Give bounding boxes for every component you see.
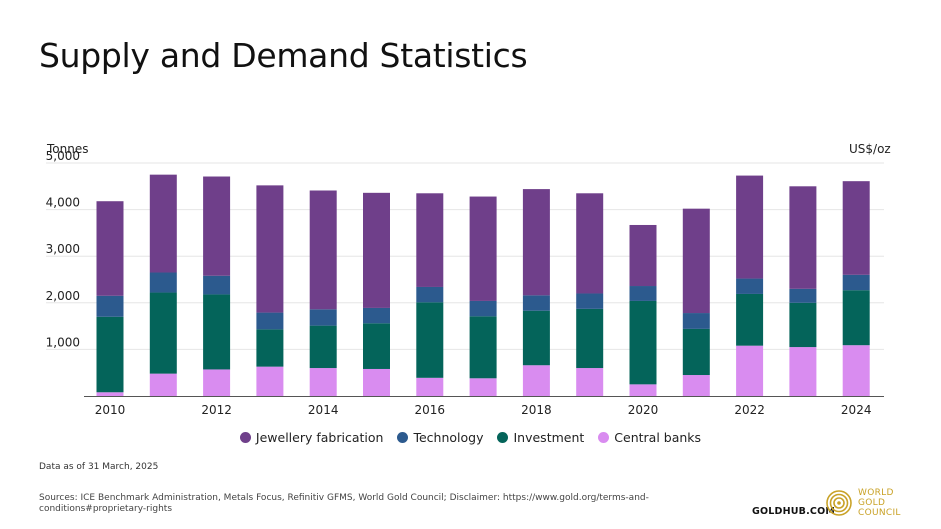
x-tick-label: 2020	[628, 403, 659, 417]
x-tick-label: 2018	[521, 403, 552, 417]
bar-segment	[96, 295, 124, 317]
bar-segment	[256, 366, 284, 396]
bar-segment	[842, 290, 870, 346]
bar-segment	[149, 272, 177, 293]
left-axis-label: Tonnes	[47, 142, 89, 156]
bar-segment	[736, 278, 764, 294]
bar-segment	[469, 300, 497, 317]
legend-label: Investment	[513, 430, 585, 445]
bar-segment	[256, 185, 284, 313]
chart-legend: Jewellery fabrication Technology Investmen…	[0, 430, 941, 445]
bar-segment	[309, 368, 337, 396]
bar-segment	[416, 377, 444, 396]
bar-segment	[576, 308, 604, 369]
bar-segment	[96, 392, 124, 396]
bar-segment	[256, 329, 284, 367]
bar-segment	[789, 347, 817, 396]
bar-segment	[736, 345, 764, 396]
bar-segment	[469, 316, 497, 379]
bar-segment	[203, 176, 231, 276]
goldhub-link[interactable]: GOLDHUB.COM	[752, 506, 836, 517]
bar-segment	[469, 378, 497, 396]
bar-segment	[789, 288, 817, 303]
x-tick-label: 2022	[734, 403, 765, 417]
bar-segment	[149, 373, 177, 396]
bar-segment	[309, 325, 337, 369]
legend-swatch	[497, 432, 509, 443]
bar-segment	[416, 302, 444, 378]
x-tick-label: 2012	[201, 403, 232, 417]
bar-segment	[203, 369, 231, 396]
bar-segment	[363, 192, 390, 308]
page-title: Supply and Demand Statistics	[39, 36, 528, 75]
bar-segment	[789, 302, 817, 348]
bar-segment	[149, 174, 177, 273]
bar-segment	[363, 323, 390, 369]
x-tick-label: 2024	[841, 403, 872, 417]
data-note: Data as of 31 March, 2025	[39, 462, 159, 472]
bar-segment	[416, 286, 444, 303]
bar-segment	[736, 175, 764, 279]
bar-segment	[576, 368, 604, 396]
y-tick-label: 2,000	[46, 289, 80, 303]
legend-swatch	[239, 432, 251, 443]
x-tick-label: 2016	[415, 403, 446, 417]
bar-segment	[469, 196, 497, 301]
bar-segment	[203, 294, 231, 370]
bar-segment	[629, 286, 657, 301]
legend-label: Central banks	[614, 430, 702, 445]
y-tick-label: 1,000	[46, 335, 80, 349]
x-tick-label: 2014	[308, 403, 339, 417]
bar-segment	[522, 295, 550, 311]
bar-segment	[629, 300, 657, 385]
bar-segment	[256, 312, 284, 330]
bar-segment	[629, 384, 657, 396]
bar-segment	[149, 292, 177, 374]
bar-segment	[522, 365, 550, 396]
bar-segment	[629, 224, 657, 287]
sources-text: Sources: ICE Benchmark Administration, M…	[39, 493, 649, 514]
bar-segment	[363, 307, 390, 324]
y-tick-label: 5,000	[46, 149, 80, 163]
bar-segment	[203, 275, 231, 295]
bar-segment	[842, 345, 870, 396]
wgc-line-3: COUNCIL	[858, 508, 901, 518]
bar-segment	[736, 293, 764, 346]
bar-segment	[682, 208, 710, 314]
bar-segment	[522, 310, 550, 366]
bar-segment	[576, 293, 604, 309]
world-gold-council-logo[interactable]: WORLD GOLD COUNCIL	[826, 488, 901, 518]
y-tick-label: 3,000	[46, 242, 80, 256]
bar-segment	[363, 368, 390, 396]
legend-swatch	[397, 432, 409, 443]
bar-segment	[576, 193, 604, 294]
bar-segment	[842, 274, 870, 291]
bar-segment	[682, 328, 710, 376]
wgc-rings-icon	[826, 490, 852, 516]
bar-segment	[96, 201, 124, 296]
bar-segment	[96, 316, 124, 393]
bar-segment	[416, 193, 444, 287]
bar-segment	[309, 190, 337, 310]
bar-segment	[789, 186, 817, 289]
bar-segment	[682, 375, 710, 396]
legend-item[interactable]: Jewellery fabrication	[239, 430, 384, 445]
bar-segment	[682, 313, 710, 329]
legend-item[interactable]: Central banks	[598, 430, 701, 445]
legend-swatch	[598, 432, 610, 443]
legend-label: Jewellery fabrication	[255, 430, 384, 445]
bar-segment	[309, 309, 337, 326]
bar-segment	[842, 181, 870, 275]
y-tick-label: 4,000	[46, 196, 80, 210]
wgc-line-1: WORLD	[858, 488, 894, 498]
bar-segment	[522, 189, 550, 296]
wgc-line-2: GOLD	[858, 498, 886, 508]
right-axis-label: US$/oz	[849, 142, 891, 156]
legend-item[interactable]: Investment	[497, 430, 584, 445]
x-tick-label: 2010	[95, 403, 126, 417]
legend-item[interactable]: Technology	[397, 430, 483, 445]
legend-label: Technology	[413, 430, 484, 445]
